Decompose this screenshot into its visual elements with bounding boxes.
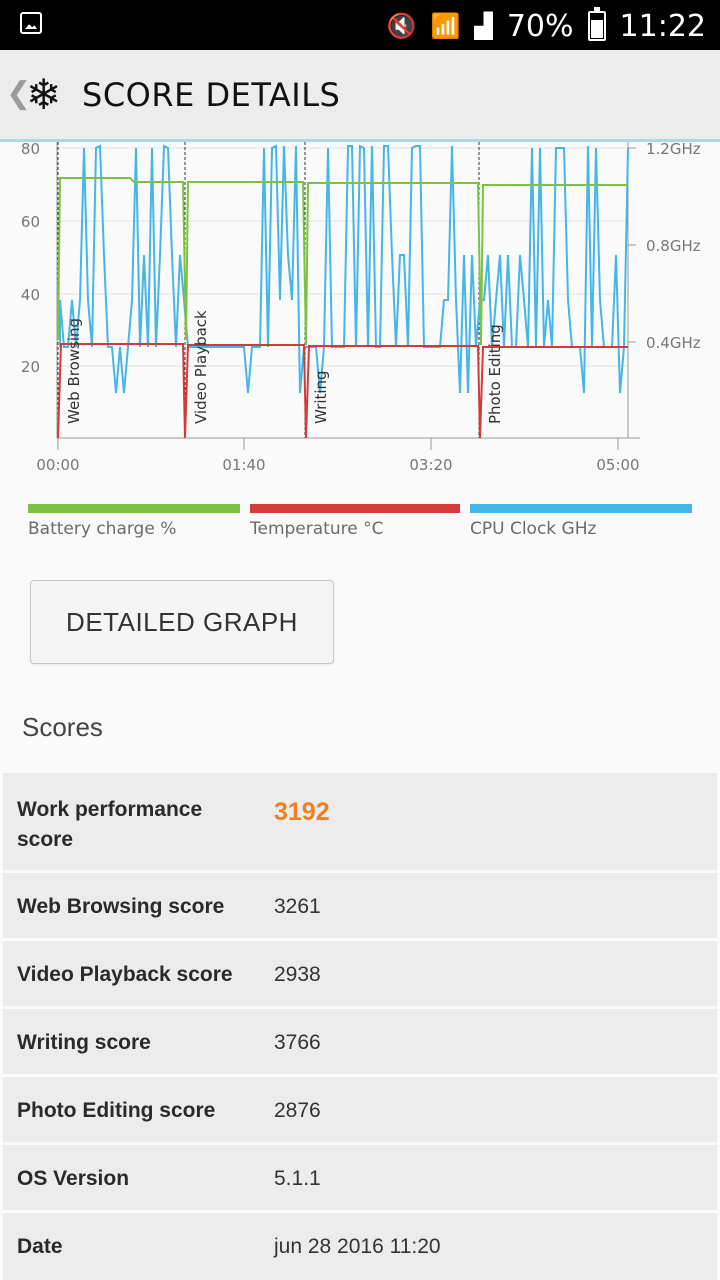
row-label: Web Browsing score [17,895,225,918]
legend-label: Temperature °C [250,519,384,539]
row-label: Writing score [17,1031,151,1054]
row-value: 3766 [274,1031,321,1054]
gallery-notification-icon [20,12,42,34]
page-title: SCORE DETAILS [82,76,341,114]
battery-chart: 80 60 40 20 1.2GHz 0.8GHz 0.4GHz 00:00 01:40 03:2… [21,142,701,474]
wifi-icon: 📶 [430,12,461,40]
row-label: Date [17,1235,63,1258]
clock: 11:22 [619,8,706,44]
y-right-tick-label: 0.4GHz [646,334,701,352]
table-row: Photo Editing score 2876 [3,1074,717,1142]
row-value: 5.1.1 [274,1167,321,1190]
legend-label: CPU Clock GHz [470,519,597,539]
y-tick-label: 40 [21,286,40,304]
legend-battery: Battery charge % [28,504,240,544]
row-value: jun 28 2016 11:20 [274,1235,441,1258]
segment-label: Writing [312,370,330,424]
segment-label: Video Playback [192,310,210,424]
signal-icon: ▟ [474,12,493,40]
temperature-series [57,343,628,439]
battery-icon [587,7,606,41]
row-label: Video Playback score [17,963,233,986]
table-row: Web Browsing score 3261 [3,870,717,938]
y-tick-label: 80 [21,142,40,158]
app-bar: ❮ ❄ SCORE DETAILS [0,50,720,142]
row-value: 3261 [274,895,321,918]
table-row: Work performance score 3192 [3,770,717,870]
x-tick-label: 01:40 [222,456,265,474]
chevron-left-icon[interactable]: ❮ [6,76,32,111]
table-row: Video Playback score 2938 [3,938,717,1006]
row-value: 2876 [274,1099,321,1122]
battery-series [57,177,628,346]
table-row: Writing score 3766 [3,1006,717,1074]
scores-heading: Scores [22,712,103,742]
table-row: OS Version 5.1.1 [3,1142,717,1210]
row-label: OS Version [17,1167,130,1190]
legend-label: Battery charge % [28,519,177,539]
snowflake-icon: ❄ [26,70,62,119]
table-row: Date jun 28 2016 11:20 [3,1210,717,1280]
row-label: Work performance score [17,798,203,851]
y-right-tick-label: 1.2GHz [646,142,701,158]
y-tick-label: 60 [21,213,40,231]
x-tick-label: 05:00 [596,456,639,474]
segment-label: Photo Editing [486,324,504,424]
battery-percent: 70% [506,8,574,44]
mute-icon: 🔇 [386,12,417,40]
status-bar: 🔇 📶 ▟ 70% 11:22 [0,0,720,50]
y-tick-label: 20 [21,358,40,376]
x-tick-label: 00:00 [36,456,79,474]
row-value: 2938 [274,963,321,986]
legend-cpu: CPU Clock GHz [470,504,692,544]
row-value: 3192 [274,798,330,826]
y-right-tick-label: 0.8GHz [646,237,701,255]
segment-label: Web Browsing [65,318,83,424]
legend-temperature: Temperature °C [250,504,460,544]
detailed-graph-button[interactable]: DETAILED GRAPH [30,580,334,664]
x-tick-label: 03:20 [409,456,452,474]
row-label: Photo Editing score [17,1099,216,1122]
